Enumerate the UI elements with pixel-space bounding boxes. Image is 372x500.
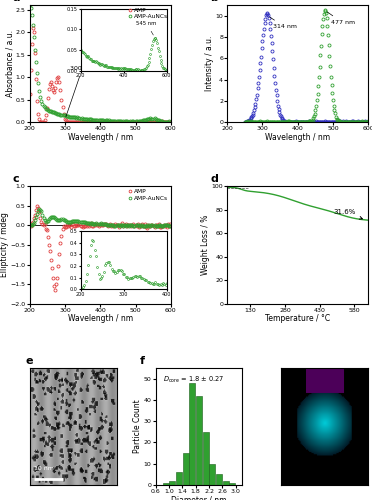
Text: a: a <box>13 0 20 2</box>
AMP-AuNCs <box>162 222 166 228</box>
AMP-AuNCs <box>28 222 32 228</box>
AMP-AuNCs <box>28 2 32 8</box>
AMP <box>161 222 165 228</box>
AMP <box>59 97 64 103</box>
Line: AMP: AMP <box>28 205 172 291</box>
AMP-AuNCs <box>163 119 167 125</box>
AMP-AuNCs <box>161 222 165 228</box>
Y-axis label: Particle Count: Particle Count <box>133 400 142 454</box>
AMP-AuNCs <box>58 112 62 117</box>
AMP <box>84 119 88 125</box>
AMP <box>35 204 39 210</box>
Line: AMP-AuNCs: AMP-AuNCs <box>28 4 172 124</box>
Text: 314 nm: 314 nm <box>270 17 297 29</box>
Text: 10 nm: 10 nm <box>34 466 54 471</box>
Bar <box>209 464 215 485</box>
Line: AMP: AMP <box>28 26 172 124</box>
AMP-AuNCs <box>81 116 86 121</box>
Text: e: e <box>25 356 33 366</box>
AMP <box>60 226 65 232</box>
Legend: AMP, AMP-AuNCs: AMP, AMP-AuNCs <box>128 8 168 19</box>
Text: b: b <box>210 0 218 2</box>
AMP-AuNCs <box>159 118 163 124</box>
AMP-AuNCs <box>160 118 164 124</box>
Y-axis label: Ellipticity / mdeg: Ellipticity / mdeg <box>0 212 9 278</box>
Y-axis label: Weight Loss / %: Weight Loss / % <box>201 215 210 275</box>
Text: 477 nm: 477 nm <box>327 12 355 25</box>
AMP-AuNCs <box>64 218 68 224</box>
AMP <box>53 286 57 292</box>
Bar <box>216 474 222 485</box>
X-axis label: Wavelength / nm: Wavelength / nm <box>68 314 133 323</box>
Bar <box>169 480 175 485</box>
AMP <box>36 205 41 211</box>
Text: 300 nm: 300 nm <box>66 66 94 116</box>
Text: $D_\mathrm{core}$ = 1.8 ± 0.27: $D_\mathrm{core}$ = 1.8 ± 0.27 <box>163 375 224 385</box>
AMP <box>28 220 32 226</box>
AMP-AuNCs <box>59 216 64 222</box>
AMP <box>84 220 88 226</box>
Bar <box>196 396 202 485</box>
Text: d: d <box>210 174 218 184</box>
X-axis label: Wavelength / nm: Wavelength / nm <box>68 132 133 141</box>
Text: f: f <box>140 356 145 366</box>
Bar <box>203 432 209 485</box>
AMP-AuNCs <box>35 70 39 76</box>
X-axis label: Wavelength / nm: Wavelength / nm <box>265 132 330 141</box>
Bar <box>163 483 169 485</box>
AMP <box>65 222 69 228</box>
AMP <box>162 222 166 228</box>
X-axis label: Diameter / nm: Diameter / nm <box>171 496 227 500</box>
AMP <box>28 92 32 98</box>
Bar <box>176 472 182 485</box>
Bar <box>229 483 235 485</box>
Y-axis label: Intensity / a.u.: Intensity / a.u. <box>205 36 214 91</box>
AMP <box>31 25 35 31</box>
AMP-AuNCs <box>37 206 42 212</box>
AMP-AuNCs <box>62 112 67 118</box>
Bar <box>223 480 229 485</box>
AMP <box>168 222 173 228</box>
Legend: AMP, AMP-AuNCs: AMP, AMP-AuNCs <box>128 190 168 200</box>
AMP-AuNCs <box>168 119 173 125</box>
Text: c: c <box>13 174 19 184</box>
Text: g: g <box>271 356 279 366</box>
AMP-AuNCs <box>83 220 87 226</box>
AMP-AuNCs <box>139 224 143 230</box>
AMP <box>168 119 173 125</box>
AMP-AuNCs <box>168 222 173 228</box>
AMP <box>162 119 166 125</box>
X-axis label: Temperature / °C: Temperature / °C <box>265 314 330 323</box>
Y-axis label: Absorbance / a.u.: Absorbance / a.u. <box>5 30 15 97</box>
AMP-AuNCs <box>35 210 39 216</box>
Bar <box>183 453 189 485</box>
AMP <box>67 119 71 125</box>
Line: AMP-AuNCs: AMP-AuNCs <box>28 207 172 228</box>
AMP <box>64 117 68 123</box>
Bar <box>189 383 195 485</box>
AMP <box>36 111 41 117</box>
AMP <box>161 119 165 125</box>
Text: 31.6%: 31.6% <box>334 210 362 219</box>
